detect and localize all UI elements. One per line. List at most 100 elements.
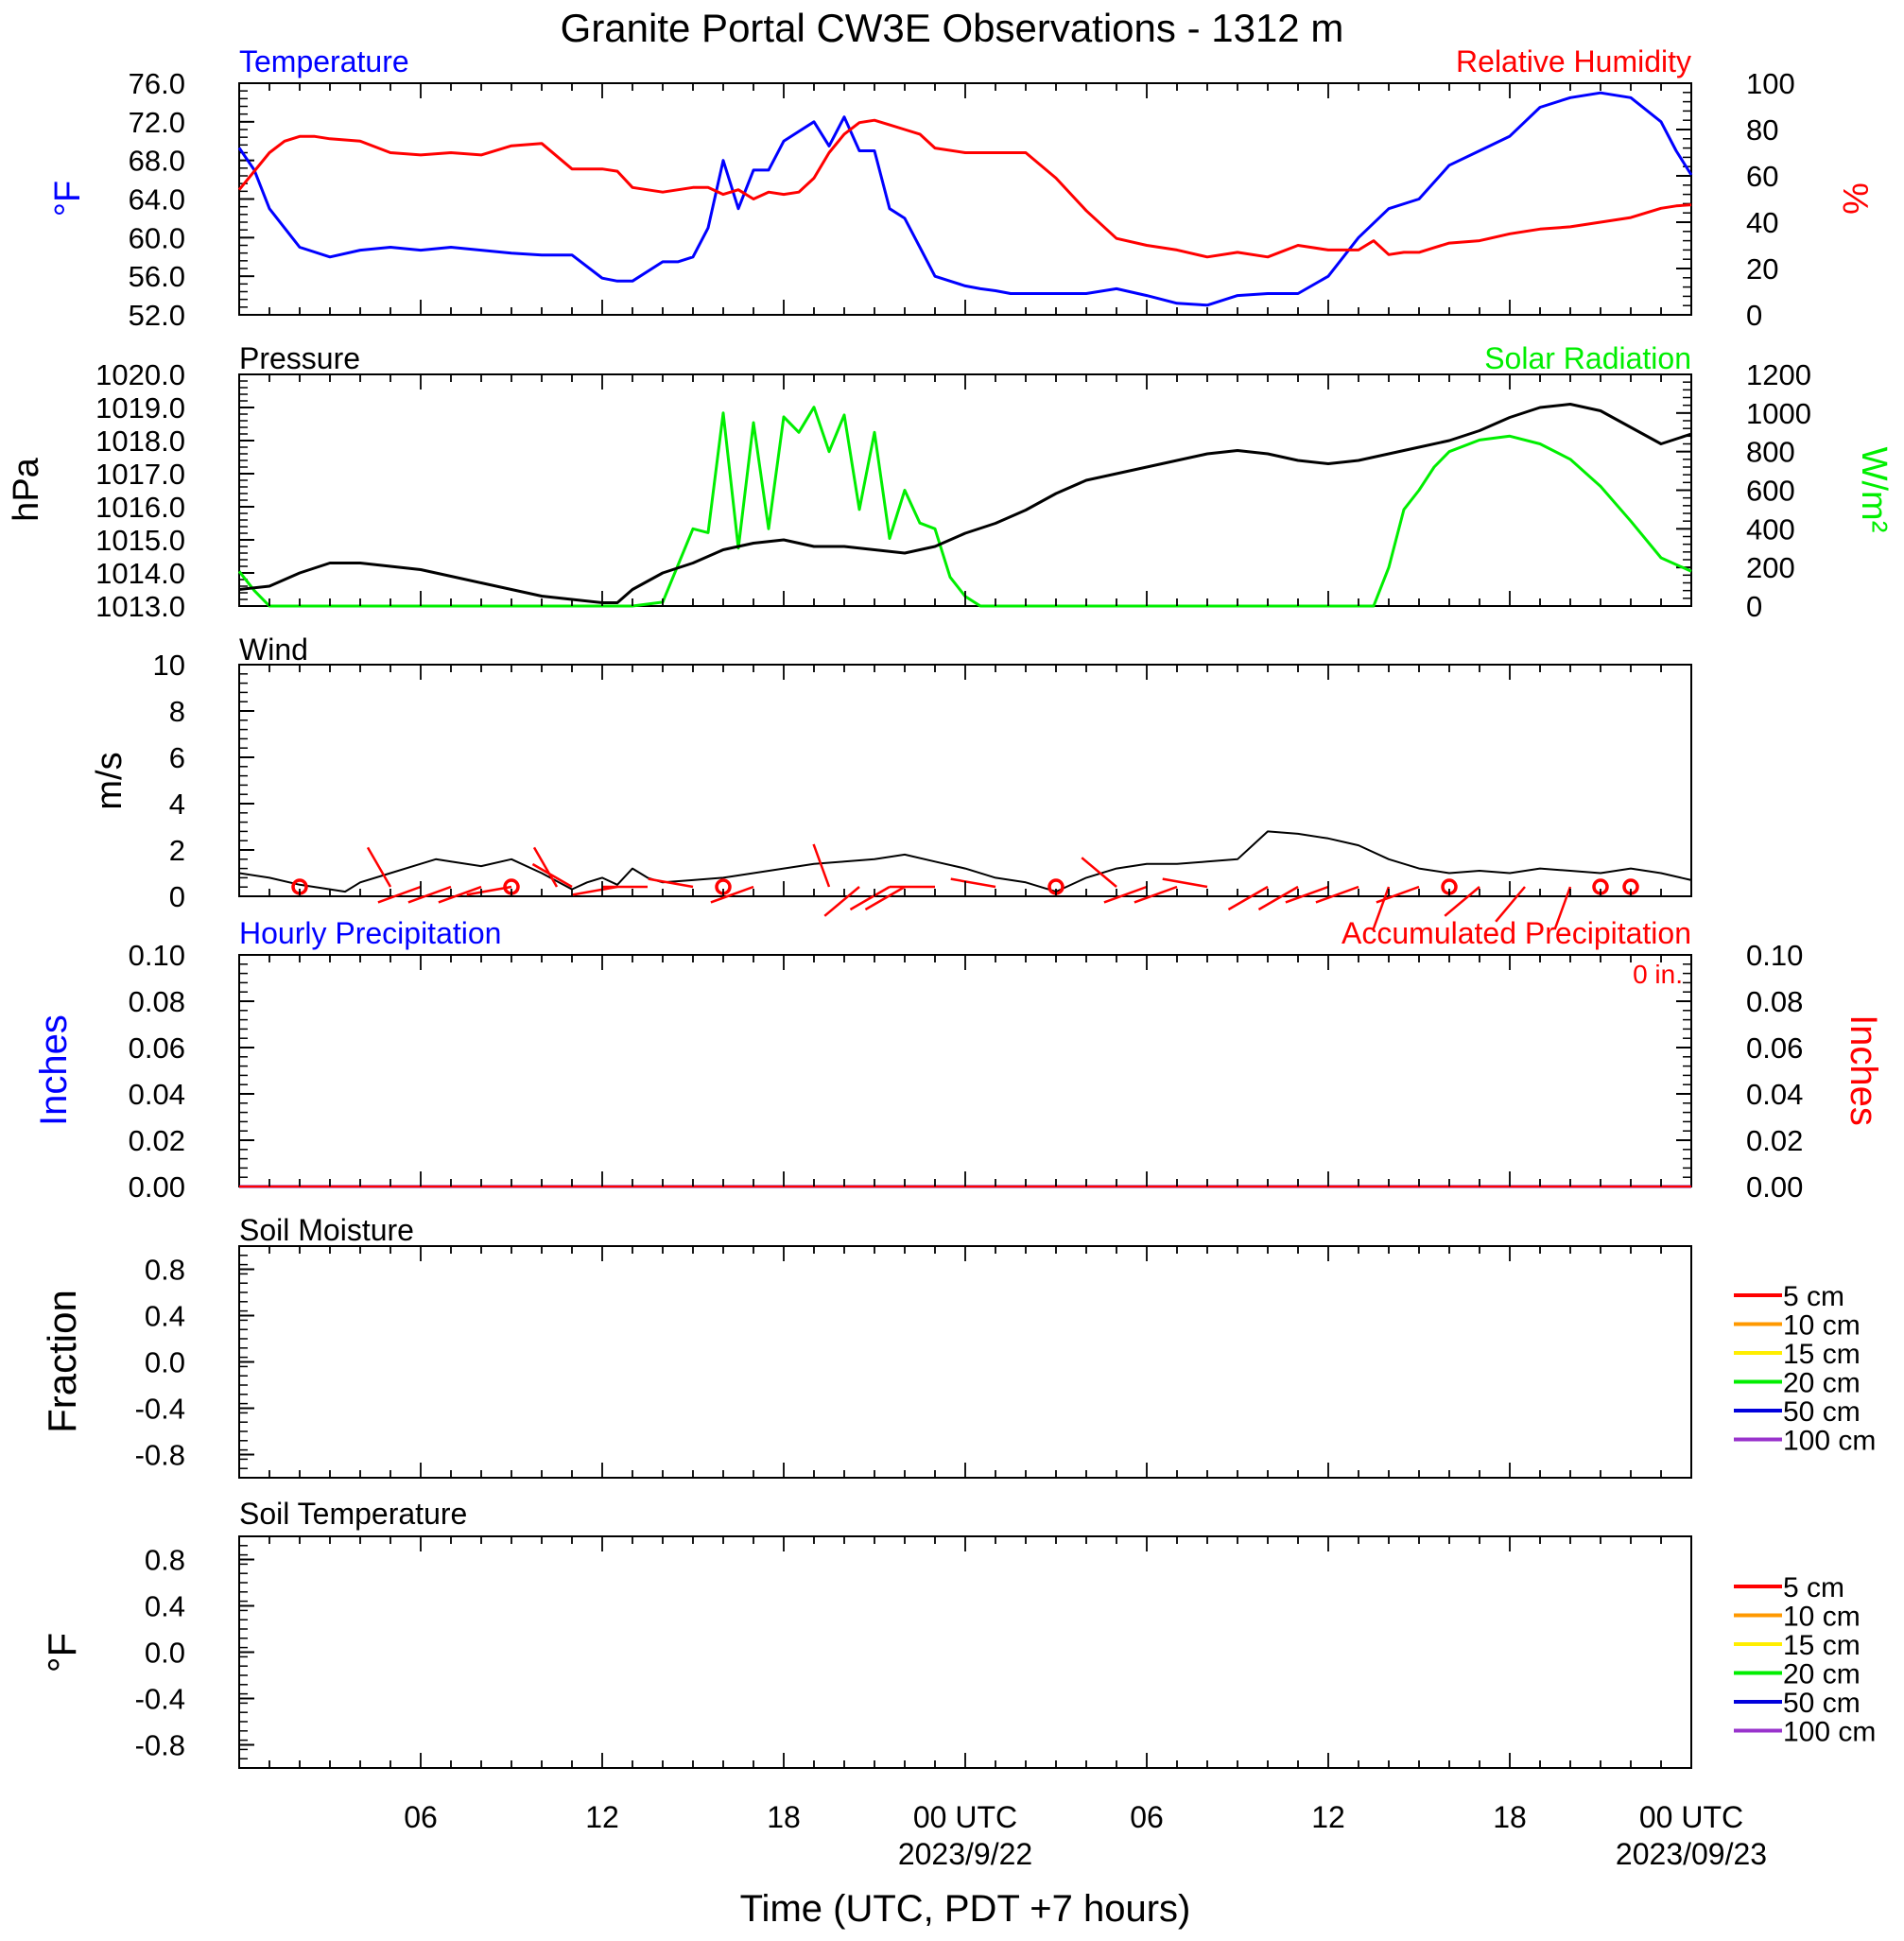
wind-barb [366,846,392,888]
hourly-precip-tick-label: 0.06 [129,1031,185,1065]
wind-barb [950,877,996,889]
soil-temperature-legend-label: 50 cm [1783,1688,1861,1719]
wind-tick-label: 0 [169,880,185,913]
time-tick-label: 06 [1130,1800,1164,1834]
soil-moisture-legend-label: 10 cm [1783,1310,1861,1342]
soil-temperature-legend-label: 10 cm [1783,1602,1861,1633]
hourly-precip-tick-label: 0.10 [129,939,185,972]
solar-title: Solar Radiation [1484,341,1691,375]
soil-moisture-legend-label: 20 cm [1783,1368,1861,1399]
humidity-tick-label: 100 [1746,67,1795,100]
x-axis-label: Time (UTC, PDT +7 hours) [740,1888,1191,1930]
wind-barb [864,885,906,911]
solar-tick-label: 800 [1746,436,1795,469]
soil-moisture-title: Soil Moisture [239,1213,414,1247]
hourly-precip-tick-label: 0.04 [129,1078,185,1111]
time-tick-label: 12 [585,1800,619,1834]
wind-barb [1134,885,1178,904]
temperature-tick-label: 52.0 [129,299,185,332]
wind-tick-label: 10 [153,649,185,682]
pressure-tick-label: 1015.0 [95,524,185,557]
soil-temperature-tick-label: 0.4 [145,1590,185,1623]
accum-precip-tick-label: 0.08 [1746,985,1803,1018]
wind-barb [572,885,618,896]
humidity-title: Relative Humidity [1456,44,1691,78]
wind-barb [377,885,422,904]
soil-moisture-tick-label: -0.4 [135,1393,185,1426]
soil-moisture-legend-label: 100 cm [1783,1426,1876,1457]
wind-tick-label: 4 [169,788,185,821]
time-tick-label: 12 [1311,1800,1345,1834]
hourly-precip-tick-label: 0.00 [129,1170,185,1204]
wind-barb [532,846,559,888]
wind-tick-label: 6 [169,741,185,774]
soil-temperature-legend-label: 20 cm [1783,1659,1861,1690]
panel-pressure: Pressure Solar Radiation hPa W/m² 1013.0… [7,341,1894,623]
pressure-tick-label: 1014.0 [95,557,185,590]
humidity-tick-label: 60 [1746,160,1778,193]
pressure-line [238,403,1692,604]
wind-barb [1553,886,1572,930]
wind-barb [823,886,860,917]
temperature-unit: °F [48,181,88,217]
soil-temperature-tick-label: -0.4 [135,1683,185,1716]
solar-unit: W/m² [1854,447,1894,533]
accum-precip-tick-label: 0.06 [1746,1031,1803,1065]
wind-barb [1376,885,1420,904]
temperature-title: Temperature [239,44,409,78]
soil-temperature-unit: °F [40,1633,84,1672]
soil-temperature-tick-label: 0.0 [145,1637,185,1670]
panel-temperature: Temperature Relative Humidity °F % 52.0 5… [48,44,1875,332]
date-label: 2023/09/23 [1616,1837,1767,1871]
pressure-tick-label: 1020.0 [95,358,185,391]
hourly-precip-unit: Inches [33,1014,75,1126]
solar-tick-label: 400 [1746,512,1795,546]
pressure-tick-label: 1013.0 [95,590,185,623]
solar-tick-label: 1200 [1746,358,1811,391]
wind-tick-label: 8 [169,695,185,728]
wind-barb [648,877,694,889]
hourly-precip-title: Hourly Precipitation [239,916,501,950]
date-label: 2023/9/22 [898,1837,1032,1871]
soil-moisture-tick-label: 0.8 [145,1254,185,1287]
pressure-tick-label: 1017.0 [95,458,185,491]
time-tick-label: 00 UTC [1639,1800,1743,1834]
temperature-tick-label: 64.0 [129,183,185,217]
soil-moisture-tick-label: 0.0 [145,1346,185,1379]
humidity-tick-label: 0 [1746,299,1762,332]
panel-wind: Wind m/s 0 2 4 6 8 10 [90,633,1692,930]
soil-moisture-tick-label: -0.8 [135,1439,185,1472]
wind-barb [812,843,831,888]
solar-tick-label: 1000 [1746,397,1811,430]
wind-barb [1444,886,1480,917]
wind-barb [1103,885,1148,904]
soil-moisture-legend-label: 5 cm [1783,1281,1844,1312]
soil-moisture-unit: Fraction [40,1290,84,1433]
humidity-line [237,118,1692,259]
wind-barb [1257,885,1299,911]
wind-barb [1162,877,1208,889]
time-tick-label: 18 [767,1800,801,1834]
temperature-line [237,91,1693,307]
soil-temperature-legend-label: 15 cm [1783,1630,1861,1661]
accum-precip-tick-label: 0.04 [1746,1078,1803,1111]
accum-precip-title: Accumulated Precipitation [1341,916,1691,950]
pressure-tick-label: 1019.0 [95,391,185,425]
solar-tick-label: 200 [1746,551,1795,584]
wind-barb [1227,885,1269,911]
temperature-tick-label: 76.0 [129,67,185,100]
panel-soil-temperature: Soil Temperature °F -0.8 -0.4 0.0 0.4 0.8 5 … [40,1497,1876,1769]
temperature-tick-label: 56.0 [129,260,185,293]
wind-barb [531,862,573,889]
wind-barb [1081,857,1117,888]
wind-barb [1285,885,1329,904]
hourly-precip-tick-label: 0.08 [129,985,185,1018]
accum-precip-tick-label: 0.02 [1746,1124,1803,1157]
panel-precipitation: Hourly Precipitation Accumulated Precipi… [33,916,1884,1204]
soil-temperature-tick-label: 0.8 [145,1544,185,1577]
wind-barb [407,885,452,904]
wind-barb [1372,886,1391,930]
temperature-tick-label: 68.0 [129,145,185,178]
wind-title: Wind [239,633,308,667]
